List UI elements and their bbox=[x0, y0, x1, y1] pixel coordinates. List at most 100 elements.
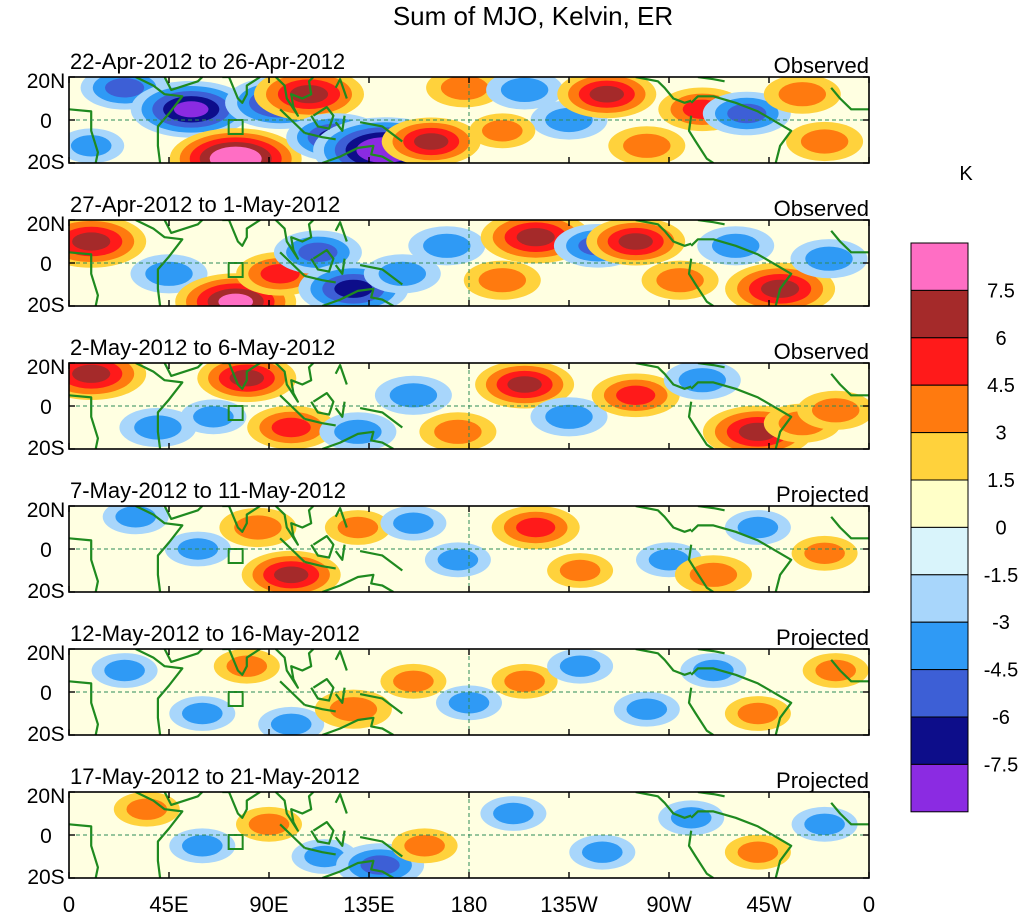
coastline bbox=[222, 363, 261, 390]
coastline bbox=[687, 401, 715, 449]
anomaly-contour bbox=[559, 655, 601, 677]
coastline bbox=[163, 506, 204, 520]
panel-period-label: 17-May-2012 to 21-May-2012 bbox=[70, 764, 360, 789]
coastline bbox=[830, 802, 869, 826]
map-panels: 20N 0 20S 22-Apr-2012 to 26-Apr-2012 Observe… bbox=[27, 49, 870, 889]
colorbar-label: 3 bbox=[995, 423, 1006, 445]
x-tick-label: 90E bbox=[249, 892, 288, 917]
coastline bbox=[304, 417, 336, 427]
colorbar: K 7.5 6 4.5 3 1.5 0 -1.5 -3 -4.5 -6 -7.5 bbox=[910, 163, 1018, 813]
anomaly-contour bbox=[404, 835, 445, 857]
coastlines bbox=[69, 77, 869, 163]
coastline bbox=[687, 115, 715, 163]
coastline bbox=[690, 524, 793, 592]
x-tick-label: 90W bbox=[646, 892, 691, 917]
coastline bbox=[690, 381, 793, 449]
colorbar-label: -7.5 bbox=[984, 754, 1018, 776]
coastline bbox=[830, 659, 869, 683]
colorbar-swatch bbox=[910, 526, 969, 576]
colorbar-swatch bbox=[910, 432, 969, 481]
coastline bbox=[304, 560, 336, 570]
coastline bbox=[830, 373, 869, 397]
coastline bbox=[274, 77, 315, 117]
y-tick-label: 20N bbox=[27, 499, 66, 522]
anomaly-contour bbox=[812, 398, 860, 423]
y-tick-label: 20S bbox=[27, 866, 64, 889]
anomaly-contour bbox=[437, 549, 479, 571]
coastline bbox=[310, 535, 335, 559]
anomaly-contour bbox=[727, 103, 767, 124]
coastline bbox=[334, 507, 348, 528]
coastline bbox=[310, 678, 335, 702]
colorbar-swatch bbox=[910, 337, 969, 386]
x-tick-label: 45W bbox=[746, 892, 791, 917]
coastline bbox=[635, 649, 692, 676]
panel: 20N 0 20S 27-Apr-2012 to 1-May-2012 Observed bbox=[27, 192, 870, 317]
coastline bbox=[69, 394, 99, 449]
y-tick-label: 0 bbox=[40, 396, 52, 419]
anomaly-contour bbox=[737, 702, 779, 725]
anomaly-contour bbox=[616, 385, 656, 405]
x-tick-label: 180 bbox=[451, 892, 488, 917]
coastline bbox=[830, 87, 869, 111]
x-tick-label: 0 bbox=[863, 892, 875, 917]
x-tick-label: 45E bbox=[149, 892, 188, 917]
anomaly-contour bbox=[815, 659, 856, 682]
panel: 20N 0 20S 7-May-2012 to 11-May-2012 Projecte… bbox=[27, 478, 870, 603]
y-tick-label: 0 bbox=[40, 253, 52, 276]
coastline bbox=[279, 537, 306, 563]
region-box bbox=[227, 262, 244, 278]
coastline bbox=[304, 274, 336, 284]
coastline bbox=[830, 516, 869, 540]
y-tick-label: 20N bbox=[27, 356, 66, 379]
panel-status-label: Projected bbox=[776, 482, 869, 507]
colorbar-label: -6 bbox=[992, 707, 1010, 729]
x-tick-label: 135E bbox=[343, 892, 394, 917]
anomaly-field bbox=[69, 77, 869, 163]
anomaly-contour bbox=[504, 670, 545, 692]
y-tick-label: 0 bbox=[40, 682, 52, 705]
y-tick-label: 20N bbox=[27, 785, 66, 808]
anomaly-contour bbox=[582, 841, 623, 863]
coastline bbox=[69, 108, 99, 163]
anomaly-contour bbox=[693, 659, 734, 682]
anomaly-contour bbox=[334, 279, 373, 298]
coastline bbox=[635, 77, 692, 104]
colorbar-units-label: K bbox=[959, 163, 973, 185]
coastline bbox=[334, 115, 346, 132]
anomaly-contour bbox=[414, 133, 449, 150]
anomaly-contour bbox=[274, 566, 309, 584]
coastline bbox=[163, 77, 204, 91]
anomaly-field bbox=[69, 220, 869, 306]
y-tick-label: 20S bbox=[27, 151, 64, 174]
panel-status-label: Projected bbox=[776, 768, 869, 793]
anomaly-contour bbox=[656, 268, 704, 293]
coastline bbox=[334, 401, 346, 418]
coastline bbox=[635, 220, 692, 247]
anomaly-contour bbox=[623, 133, 671, 158]
anomaly-contour bbox=[126, 798, 168, 820]
coastline bbox=[279, 251, 306, 277]
y-tick-label: 20N bbox=[27, 213, 66, 236]
colorbar-swatch bbox=[910, 669, 969, 718]
colorbar-label: 4.5 bbox=[987, 375, 1015, 397]
coastline bbox=[690, 810, 793, 878]
anomaly-contour bbox=[689, 562, 738, 587]
coastline bbox=[310, 249, 335, 273]
coastline bbox=[279, 108, 306, 134]
coastline bbox=[359, 693, 403, 715]
anomaly-contour bbox=[248, 813, 290, 835]
coastlines bbox=[69, 792, 869, 878]
anomaly-contour bbox=[434, 419, 482, 444]
colorbar-label: 1.5 bbox=[987, 470, 1015, 492]
coastline bbox=[334, 793, 348, 814]
coastline bbox=[135, 77, 184, 163]
anomaly-contour bbox=[72, 232, 111, 251]
anomaly-contour bbox=[423, 233, 471, 258]
anomaly-contour bbox=[545, 404, 593, 429]
anomaly-contour bbox=[105, 78, 145, 98]
anomaly-contour bbox=[482, 120, 523, 142]
coastline bbox=[334, 687, 346, 704]
colorbar-swatch bbox=[910, 479, 969, 528]
anomaly-contour bbox=[145, 261, 193, 286]
